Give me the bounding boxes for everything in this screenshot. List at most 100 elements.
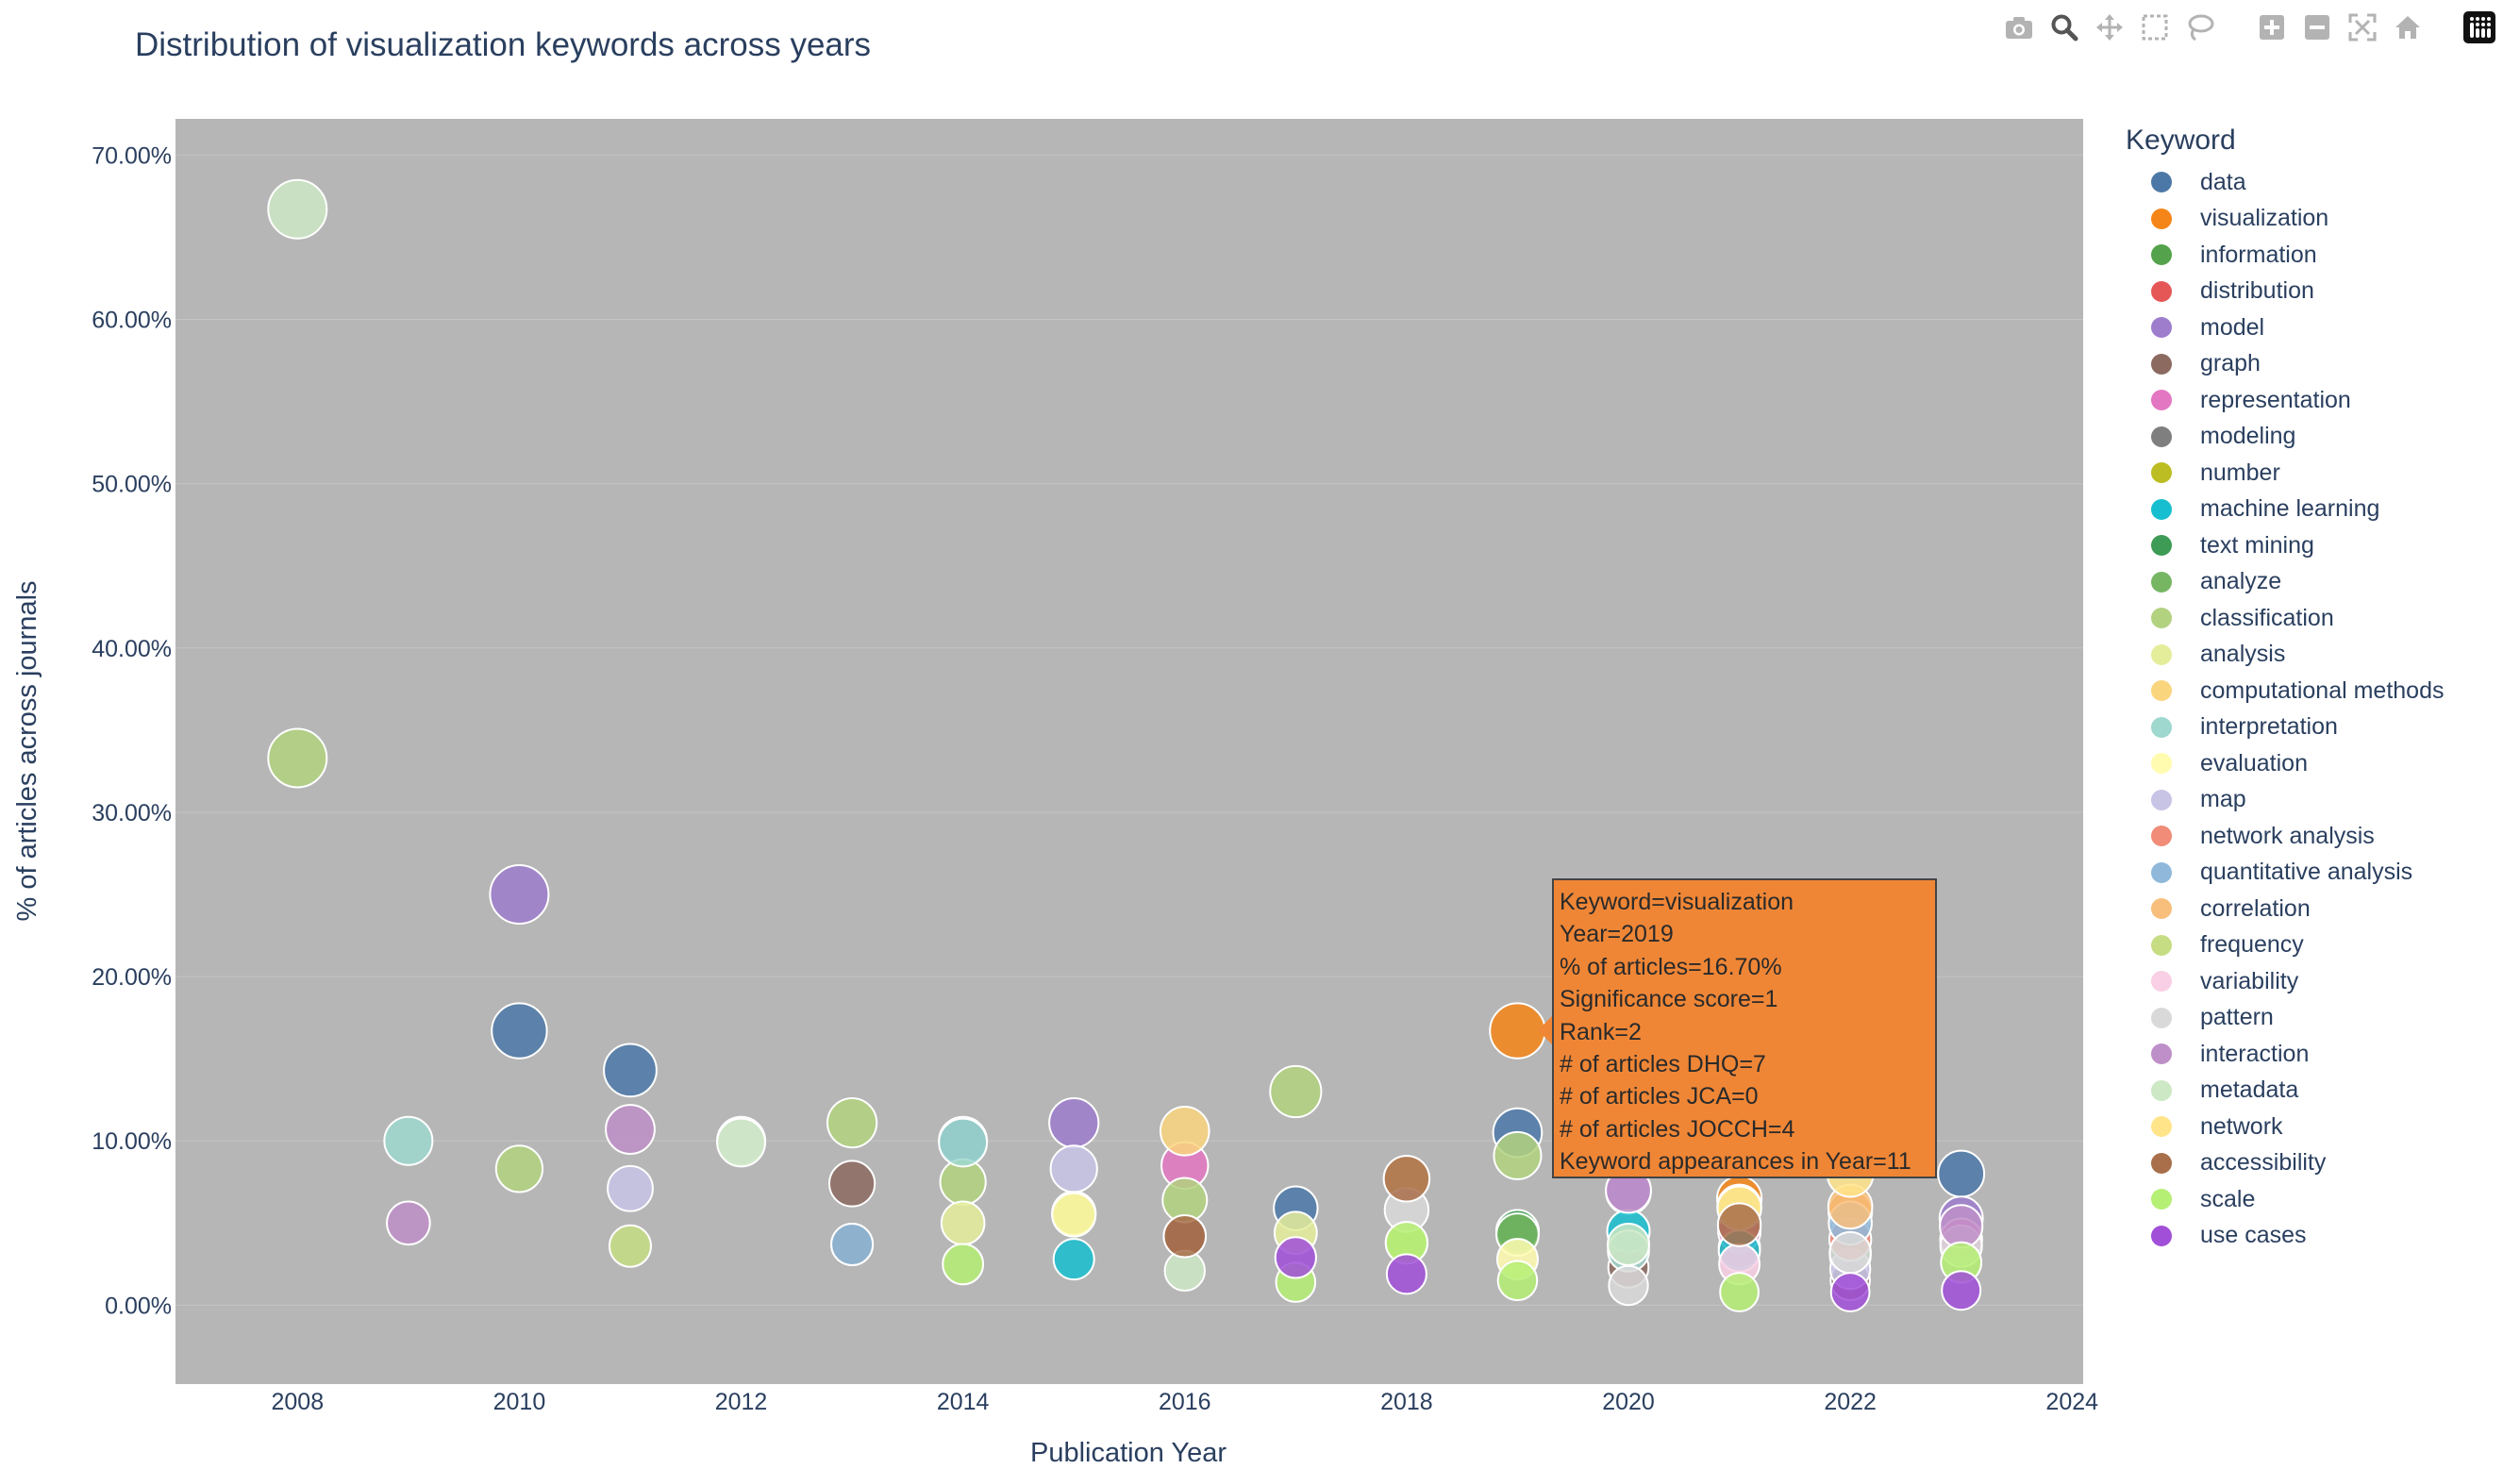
data-point[interactable] — [828, 1160, 876, 1208]
data-point[interactable] — [1829, 1272, 1871, 1312]
legend-item-representation[interactable]: representation — [2111, 382, 2444, 419]
data-point[interactable] — [603, 1043, 658, 1098]
legend-item-accessibility[interactable]: accessibility — [2111, 1145, 2444, 1182]
zoom-icon[interactable] — [2046, 11, 2082, 43]
data-point[interactable] — [1159, 1106, 1210, 1157]
data-points — [267, 178, 1986, 1312]
data-point[interactable] — [942, 1243, 985, 1286]
legend-marker — [2151, 172, 2172, 193]
legend-item-visualization[interactable]: visualization — [2111, 201, 2444, 238]
legend-item-information[interactable]: information — [2111, 237, 2444, 274]
data-point[interactable] — [1269, 1064, 1323, 1119]
data-point[interactable] — [1382, 1155, 1431, 1203]
x-tick-label: 2010 — [493, 1389, 546, 1415]
data-point[interactable] — [1489, 1002, 1546, 1060]
data-point[interactable] — [1048, 1096, 1100, 1149]
legend-item-map[interactable]: map — [2111, 782, 2444, 819]
zoom-in-icon[interactable] — [2254, 11, 2290, 43]
data-point[interactable] — [491, 1002, 548, 1060]
data-point[interactable] — [830, 1222, 875, 1266]
data-point[interactable] — [1052, 1238, 1095, 1281]
data-point[interactable] — [1719, 1272, 1760, 1312]
pan-icon[interactable] — [2092, 11, 2128, 43]
data-point[interactable] — [1828, 1230, 1872, 1275]
y-axis-label: % of articles across journals — [12, 580, 42, 921]
legend-item-analysis[interactable]: analysis — [2111, 637, 2444, 674]
data-point[interactable] — [1939, 1204, 1984, 1249]
data-point[interactable] — [1162, 1213, 1208, 1259]
data-point[interactable] — [1941, 1270, 1982, 1311]
legend-item-network[interactable]: network — [2111, 1109, 2444, 1145]
legend-label: pattern — [2200, 1004, 2274, 1031]
data-point[interactable] — [1496, 1260, 1539, 1302]
data-point[interactable] — [267, 727, 328, 789]
legend-item-frequency[interactable]: frequency — [2111, 927, 2444, 964]
data-point[interactable] — [383, 1115, 434, 1166]
zoom-out-icon[interactable] — [2299, 11, 2335, 43]
legend: Keyword data visualization information dist… — [2111, 125, 2444, 1254]
data-point[interactable] — [1716, 1202, 1762, 1247]
legend-item-correlation[interactable]: correlation — [2111, 891, 2444, 927]
legend-item-machine-learning[interactable]: machine learning — [2111, 492, 2444, 528]
data-point[interactable] — [1049, 1144, 1098, 1194]
data-point[interactable] — [1274, 1236, 1317, 1279]
autoscale-icon[interactable] — [2345, 11, 2380, 43]
legend-label: visualization — [2200, 205, 2329, 232]
data-point[interactable] — [1608, 1264, 1649, 1307]
legend-item-analyze[interactable]: analyze — [2111, 564, 2444, 601]
data-point[interactable] — [489, 864, 550, 926]
legend-marker — [2151, 462, 2172, 484]
camera-icon[interactable] — [2001, 11, 2037, 43]
legend-item-network-analysis[interactable]: network analysis — [2111, 818, 2444, 855]
legend-item-metadata[interactable]: metadata — [2111, 1073, 2444, 1110]
legend-item-modeling[interactable]: modeling — [2111, 419, 2444, 456]
legend-item-text-mining[interactable]: text mining — [2111, 527, 2444, 564]
x-tick-label: 2022 — [1824, 1389, 1877, 1415]
series-classification — [267, 727, 1543, 1224]
data-point[interactable] — [494, 1144, 544, 1194]
legend-item-variability[interactable]: variability — [2111, 963, 2444, 1000]
data-point[interactable] — [386, 1200, 431, 1246]
legend-label: number — [2200, 459, 2280, 486]
data-point[interactable] — [1607, 1222, 1651, 1266]
legend-item-data[interactable]: data — [2111, 164, 2444, 201]
data-point[interactable] — [605, 1104, 656, 1155]
legend-item-scale[interactable]: scale — [2111, 1181, 2444, 1218]
legend-item-use-cases[interactable]: use cases — [2111, 1218, 2444, 1255]
legend-item-number[interactable]: number — [2111, 455, 2444, 492]
legend-label: map — [2200, 786, 2246, 813]
legend-label: model — [2200, 313, 2265, 341]
lasso-icon[interactable] — [2182, 11, 2218, 43]
data-point[interactable] — [1937, 1149, 1986, 1198]
data-point[interactable] — [608, 1224, 652, 1268]
legend-item-evaluation[interactable]: evaluation — [2111, 745, 2444, 782]
legend-item-interpretation[interactable]: interpretation — [2111, 709, 2444, 746]
legend-item-classification[interactable]: classification — [2111, 600, 2444, 637]
y-tick-label: 70.00% — [92, 142, 172, 169]
legend-marker — [2151, 608, 2172, 629]
legend-label: text mining — [2200, 531, 2314, 559]
legend-item-distribution[interactable]: distribution — [2111, 274, 2444, 310]
data-point[interactable] — [826, 1096, 878, 1149]
legend-item-pattern[interactable]: pattern — [2111, 1000, 2444, 1037]
legend-item-graph[interactable]: graph — [2111, 346, 2444, 383]
data-point[interactable] — [1051, 1192, 1097, 1238]
data-point[interactable] — [1493, 1130, 1543, 1180]
data-point[interactable] — [938, 1117, 989, 1168]
legend-marker — [2151, 898, 2172, 920]
data-point[interactable] — [1385, 1253, 1427, 1295]
box-select-icon[interactable] — [2137, 11, 2173, 43]
legend-marker — [2151, 390, 2172, 411]
data-point[interactable] — [940, 1200, 986, 1246]
legend-item-interaction[interactable]: interaction — [2111, 1036, 2444, 1073]
plotly-logo-icon[interactable] — [2462, 11, 2497, 43]
reset-axes-icon[interactable] — [2390, 11, 2426, 43]
data-point[interactable] — [607, 1164, 654, 1212]
legend-label: network analysis — [2200, 822, 2375, 849]
data-point[interactable] — [267, 178, 328, 240]
legend-item-quantitative-analysis[interactable]: quantitative analysis — [2111, 855, 2444, 892]
legend-item-model[interactable]: model — [2111, 309, 2444, 346]
data-point[interactable] — [716, 1117, 766, 1168]
legend-label: representation — [2200, 386, 2351, 413]
legend-item-computational-methods[interactable]: computational methods — [2111, 673, 2444, 709]
